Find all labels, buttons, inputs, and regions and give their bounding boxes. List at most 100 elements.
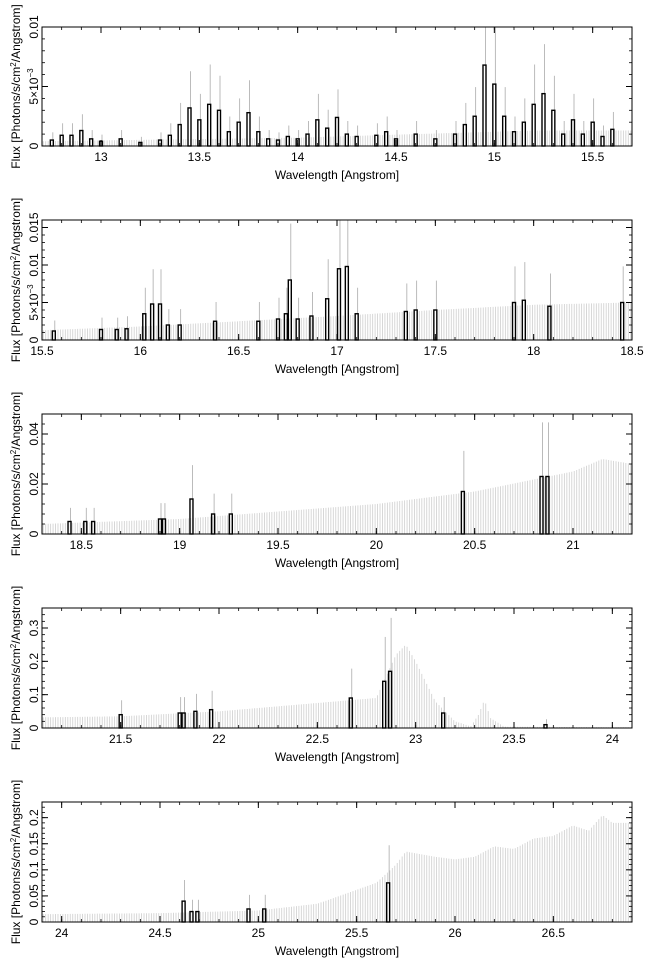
y-tick-label-text: 0.1 — [27, 686, 41, 703]
y-axis-label-superscript: 2 — [9, 837, 18, 842]
panel-2: 15.5 16 16.5 17 17.5 18 18.5 0 5×10−3 0.01 0.015 Wa… — [9, 198, 644, 376]
y-tick-label-text: 0.01 — [27, 253, 41, 277]
y-tick-label-text: 0.1 — [27, 861, 41, 878]
x-tick-label: 24 — [55, 926, 69, 940]
x-axis-label: Wavelength [Angstrom] — [275, 556, 399, 570]
x-tick-label: 13.5 — [188, 150, 212, 164]
x-tick-label: 19.5 — [266, 538, 290, 552]
x-tick-label: 21 — [566, 538, 580, 552]
y-axis-label-suffix: /Angstrom] — [9, 198, 23, 256]
data-bin — [187, 107, 192, 147]
data-bin — [462, 123, 468, 147]
data-bin — [167, 134, 173, 147]
y-tick-label: 0.01 — [27, 15, 41, 39]
x-tick-label: 25 — [252, 926, 266, 940]
y-axis-label: Flux [Photons/s/cm2/Angstrom] — [9, 780, 23, 945]
x-tick-label: 18.5 — [70, 538, 94, 552]
y-tick-label: 5×10−3 — [26, 284, 41, 321]
y-tick-label-text: 0.3 — [27, 619, 41, 636]
data-bin — [49, 139, 55, 147]
data-bin — [511, 301, 517, 341]
y-axis-label-suffix: /Angstrom] — [9, 780, 23, 838]
x-tick-label: 16 — [134, 344, 148, 358]
y-tick-label-text: 0.15 — [27, 832, 41, 856]
y-axis-label-superscript: 2 — [9, 62, 18, 67]
y-tick-label: 0 — [27, 336, 41, 343]
model-hatching — [42, 645, 632, 728]
y-tick-label-exponent: −3 — [26, 284, 35, 294]
x-tick-label: 20 — [370, 538, 384, 552]
x-tick-label: 20.5 — [463, 538, 487, 552]
y-tick-label-text: 0 — [27, 530, 41, 537]
data-bin — [492, 83, 497, 147]
y-tick-label: 0 — [27, 142, 41, 149]
x-axis-label: Wavelength [Angstrom] — [275, 168, 399, 182]
y-tick-label-text: 0.04 — [27, 422, 41, 446]
y-tick-label: 0 — [27, 530, 41, 537]
data-bin — [246, 111, 251, 147]
data-bin — [344, 133, 350, 147]
data-bin — [501, 115, 507, 147]
y-axis-label-prefix: Flux [Photons/s/cm — [9, 648, 23, 750]
y-tick-label: 0.1 — [27, 686, 41, 703]
data-bin — [521, 299, 527, 341]
x-tick-label: 23.5 — [502, 732, 526, 746]
x-tick-label: 15.5 — [30, 344, 54, 358]
model-hatching — [42, 459, 632, 534]
y-tick-label: 0.15 — [27, 832, 41, 856]
x-tick-label: 24.5 — [148, 926, 172, 940]
y-axis-label-prefix: Flux [Photons/s/cm — [9, 67, 23, 169]
x-tick-label: 17 — [330, 344, 344, 358]
data-bin — [90, 520, 96, 535]
data-bin — [521, 121, 527, 147]
x-tick-label: 25.5 — [345, 926, 369, 940]
data-bin — [195, 910, 200, 923]
y-tick-label: 0.2 — [27, 653, 41, 670]
y-axis-label-prefix: Flux [Photons/s/cm — [9, 842, 23, 944]
data-bin — [324, 127, 330, 147]
data-bin — [315, 119, 320, 147]
data-bin — [600, 135, 605, 147]
data-bin — [285, 135, 291, 147]
y-tick-label: 0.015 — [27, 212, 41, 242]
x-tick-label: 15.5 — [581, 150, 605, 164]
data-bin — [246, 908, 251, 923]
y-tick-label: 0.1 — [27, 861, 41, 878]
data-bin — [177, 123, 182, 147]
panel-5: 24 24.5 25 25.5 26 26.5 0 0.05 0.1 0.15 0.2 Wavelen… — [9, 780, 633, 958]
x-tick-label: 26 — [448, 926, 462, 940]
data-bin — [539, 475, 544, 535]
x-tick-label: 18 — [527, 344, 541, 358]
x-tick-label: 26.5 — [542, 926, 566, 940]
data-bin — [382, 680, 387, 729]
data-bin — [344, 265, 350, 341]
data-bin — [88, 138, 94, 147]
data-bin — [67, 520, 72, 535]
y-axis-label-prefix: Flux [Photons/s/cm — [9, 260, 23, 362]
y-axis-label: Flux [Photons/s/cm2/Angstrom] — [9, 4, 23, 169]
data-bin — [265, 138, 271, 147]
data-bin — [287, 279, 292, 341]
data-bin — [580, 133, 586, 147]
panel-4: 21.5 22 22.5 23 23.5 24 0 0.1 0.2 0.3 Wavelength [… — [9, 586, 633, 764]
y-tick-label-text: 0 — [27, 724, 41, 731]
y-tick-label-text: 0.01 — [27, 15, 41, 39]
data-bin — [295, 318, 300, 341]
y-tick-label: 0.02 — [27, 472, 41, 496]
x-tick-label: 16.5 — [227, 344, 251, 358]
data-bin — [619, 301, 625, 341]
y-tick-label: 0.04 — [27, 422, 41, 446]
x-tick-label: 19 — [173, 538, 187, 552]
y-tick-label-text: 0 — [27, 142, 41, 149]
y-axis-label-suffix: /Angstrom] — [9, 392, 23, 450]
y-tick-label: 0.2 — [27, 809, 41, 826]
data-bin — [216, 109, 222, 147]
y-tick-label-text: 5×10 — [27, 77, 41, 104]
y-axis-label-suffix: /Angstrom] — [9, 586, 23, 644]
x-tick-label: 23 — [409, 732, 423, 746]
y-tick-label: 0.05 — [27, 884, 41, 908]
y-tick-label: 0.3 — [27, 619, 41, 636]
y-axis-label-superscript: 2 — [9, 643, 18, 648]
data-bin — [275, 318, 281, 341]
